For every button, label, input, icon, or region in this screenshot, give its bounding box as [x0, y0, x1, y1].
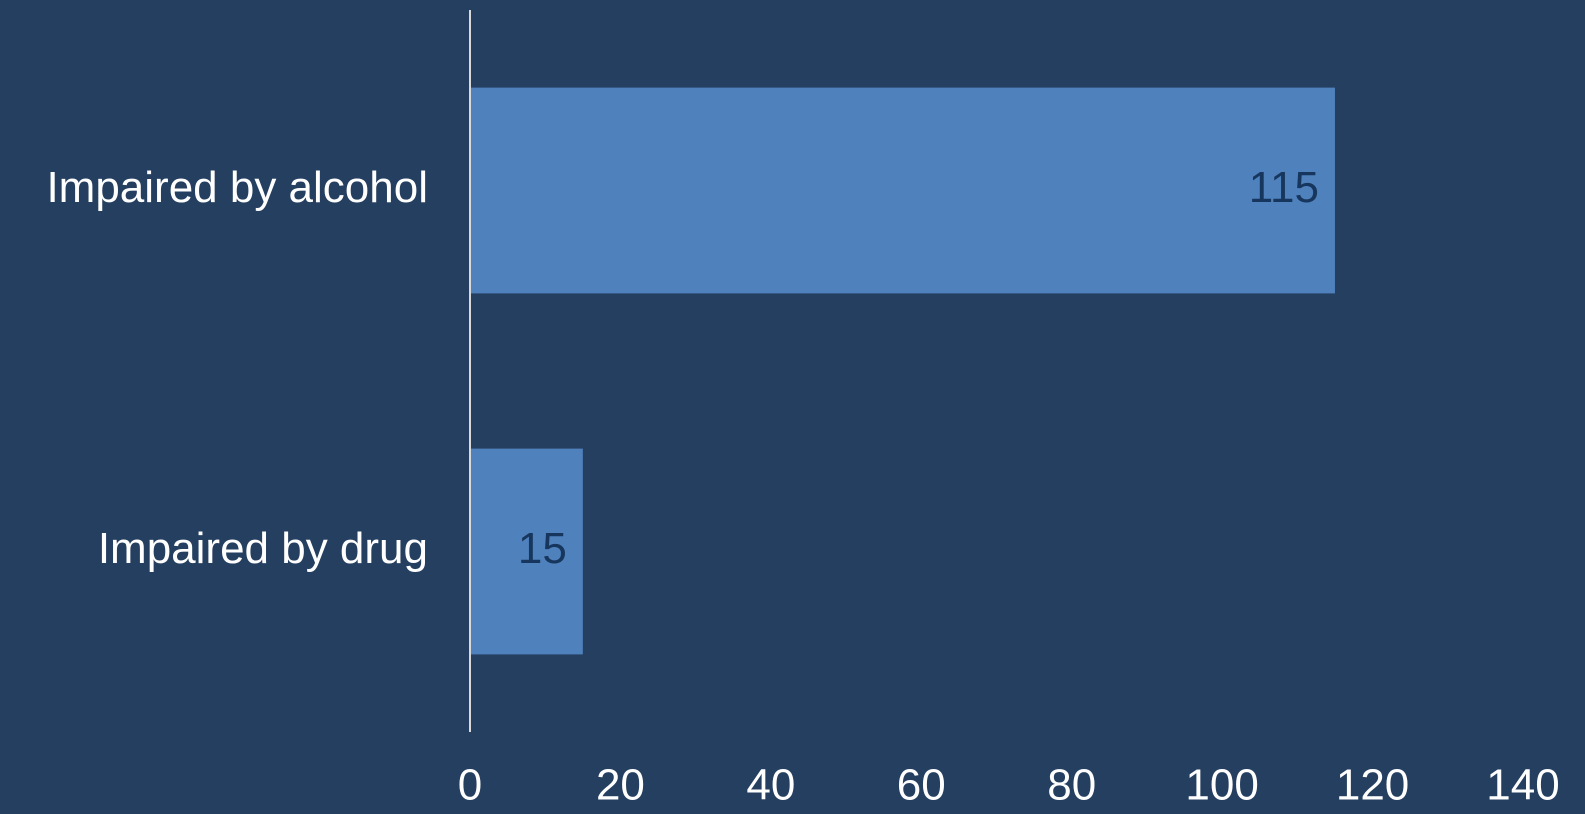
- x-tick-label-4: 80: [1047, 761, 1096, 809]
- category-axis-labels: Impaired by alcohol Impaired by drug: [46, 163, 428, 573]
- value-axis-ticks: 0 20 40 60 80 100 120 140: [458, 761, 1560, 810]
- bars-layer: [470, 87, 1335, 655]
- x-tick-label-2: 40: [746, 761, 795, 809]
- category-label-1: Impaired by drug: [98, 524, 428, 573]
- bar-1: [470, 448, 583, 655]
- data-label-1: 15: [518, 524, 567, 573]
- x-tick-label-0: 0: [458, 761, 482, 809]
- data-label-0: 115: [1249, 163, 1319, 212]
- x-tick-label-7: 140: [1486, 761, 1559, 809]
- x-tick-label-5: 100: [1185, 761, 1258, 809]
- data-labels-layer: 115 15: [518, 163, 1319, 573]
- x-tick-label-6: 120: [1336, 761, 1409, 809]
- x-tick-label-1: 20: [596, 761, 645, 809]
- x-tick-label-3: 60: [897, 761, 946, 809]
- category-label-0: Impaired by alcohol: [46, 163, 428, 212]
- bar-0: [470, 87, 1335, 294]
